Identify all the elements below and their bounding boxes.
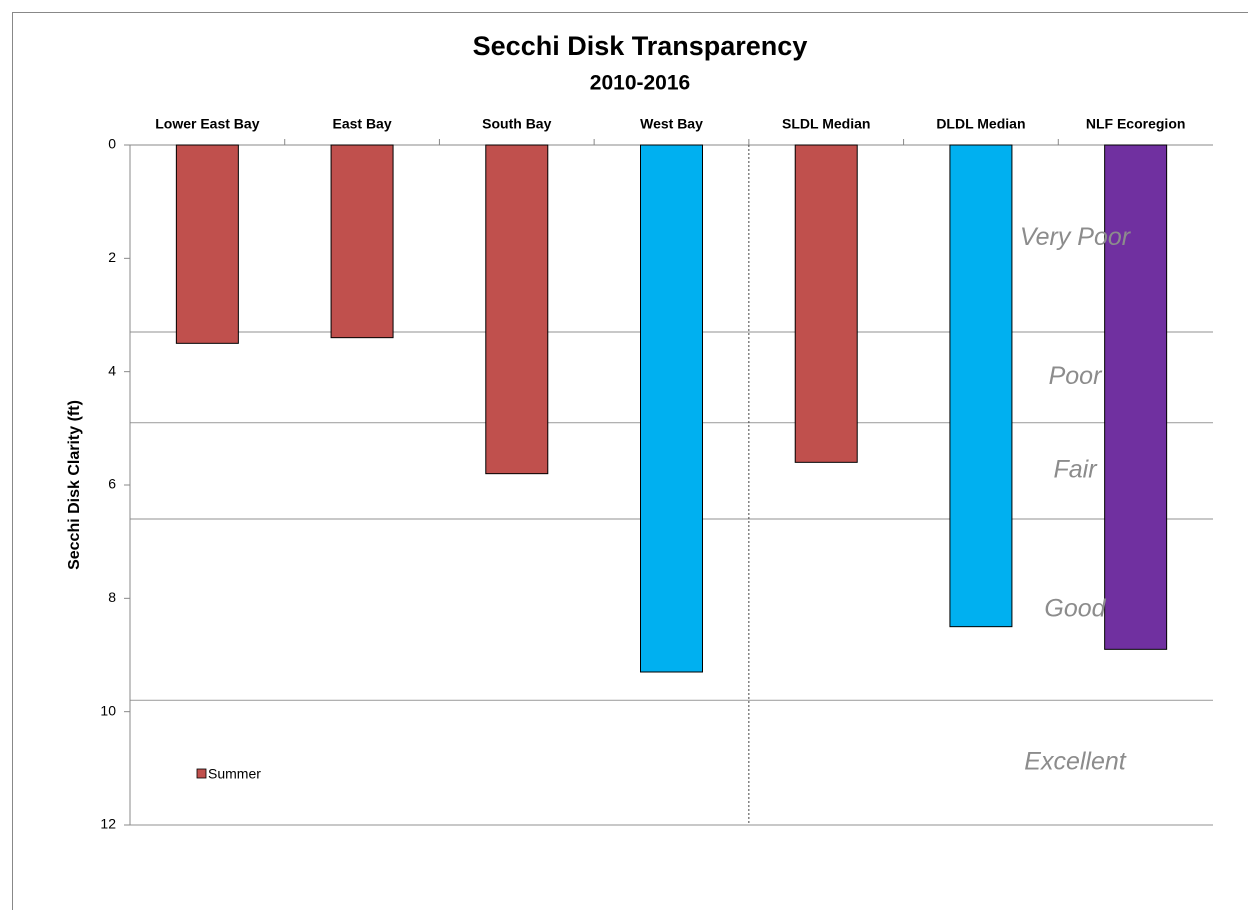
zone-label: Fair bbox=[1053, 455, 1098, 483]
y-axis-label: Secchi Disk Clarity (ft) bbox=[66, 400, 83, 570]
chart-subtitle: 2010-2016 bbox=[590, 72, 690, 95]
bar bbox=[640, 144, 703, 673]
legend-label: Summer bbox=[208, 766, 261, 782]
x-tick-label: East Bay bbox=[332, 116, 391, 132]
y-tick-label: 6 bbox=[108, 476, 116, 492]
y-tick-label: 2 bbox=[108, 249, 116, 265]
x-tick-label: West Bay bbox=[640, 116, 703, 132]
zone-label: Very Poor bbox=[1020, 223, 1132, 251]
legend-swatch bbox=[196, 768, 207, 779]
x-tick-label: SLDL Median bbox=[782, 116, 870, 132]
bar bbox=[949, 144, 1013, 628]
chart-title: Secchi Disk Transparency bbox=[473, 31, 808, 61]
bar bbox=[330, 144, 394, 339]
bar bbox=[1104, 144, 1168, 650]
chart-border bbox=[12, 12, 1248, 910]
x-tick-label: NLF Ecoregion bbox=[1086, 116, 1186, 132]
zone-label: Excellent bbox=[1024, 747, 1126, 775]
zone-label: Poor bbox=[1049, 362, 1103, 390]
y-tick-label: 0 bbox=[108, 136, 116, 152]
x-tick-label: Lower East Bay bbox=[155, 116, 259, 132]
x-tick-label: South Bay bbox=[482, 116, 551, 132]
y-tick-label: 8 bbox=[108, 589, 116, 605]
zone-label: Good bbox=[1044, 594, 1106, 622]
y-tick-label: 10 bbox=[100, 702, 116, 718]
y-tick-label: 4 bbox=[108, 362, 116, 378]
bar bbox=[794, 144, 858, 463]
y-tick-label: 12 bbox=[100, 816, 116, 832]
bar bbox=[175, 144, 239, 344]
x-tick-label: DLDL Median bbox=[936, 116, 1025, 132]
bar bbox=[485, 144, 549, 475]
